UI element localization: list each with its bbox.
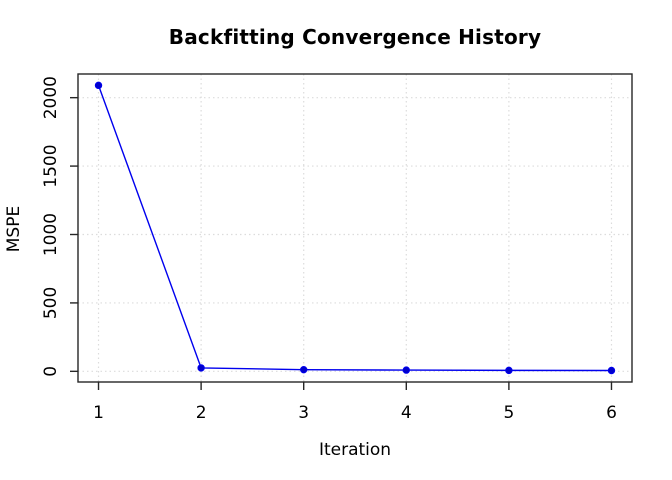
x-axis-label: Iteration <box>318 440 392 460</box>
data-point <box>505 366 513 375</box>
data-point <box>94 81 103 90</box>
y-tick-label: 0 <box>41 366 61 377</box>
series-line <box>97 85 612 372</box>
y-tick-label: 500 <box>41 287 61 319</box>
x-tick-label: 3 <box>298 403 309 423</box>
y-tick-label: 1000 <box>41 213 61 256</box>
x-tick-label: 2 <box>196 403 207 423</box>
x-tick-label: 5 <box>503 403 514 423</box>
y-tick-label: 2000 <box>41 76 61 119</box>
x-tick-label: 6 <box>606 403 617 423</box>
data-point <box>197 364 205 372</box>
plot-frame <box>77 73 633 383</box>
data-point <box>300 365 308 374</box>
x-tick-label: 4 <box>401 403 412 423</box>
x-tick-label: 1 <box>93 403 104 423</box>
y-tick-label: 1500 <box>41 144 61 187</box>
y-axis-label: MSPE <box>4 205 24 253</box>
data-point <box>402 366 410 374</box>
data-point <box>607 366 616 375</box>
chart-title: Backfitting Convergence History <box>168 25 542 49</box>
